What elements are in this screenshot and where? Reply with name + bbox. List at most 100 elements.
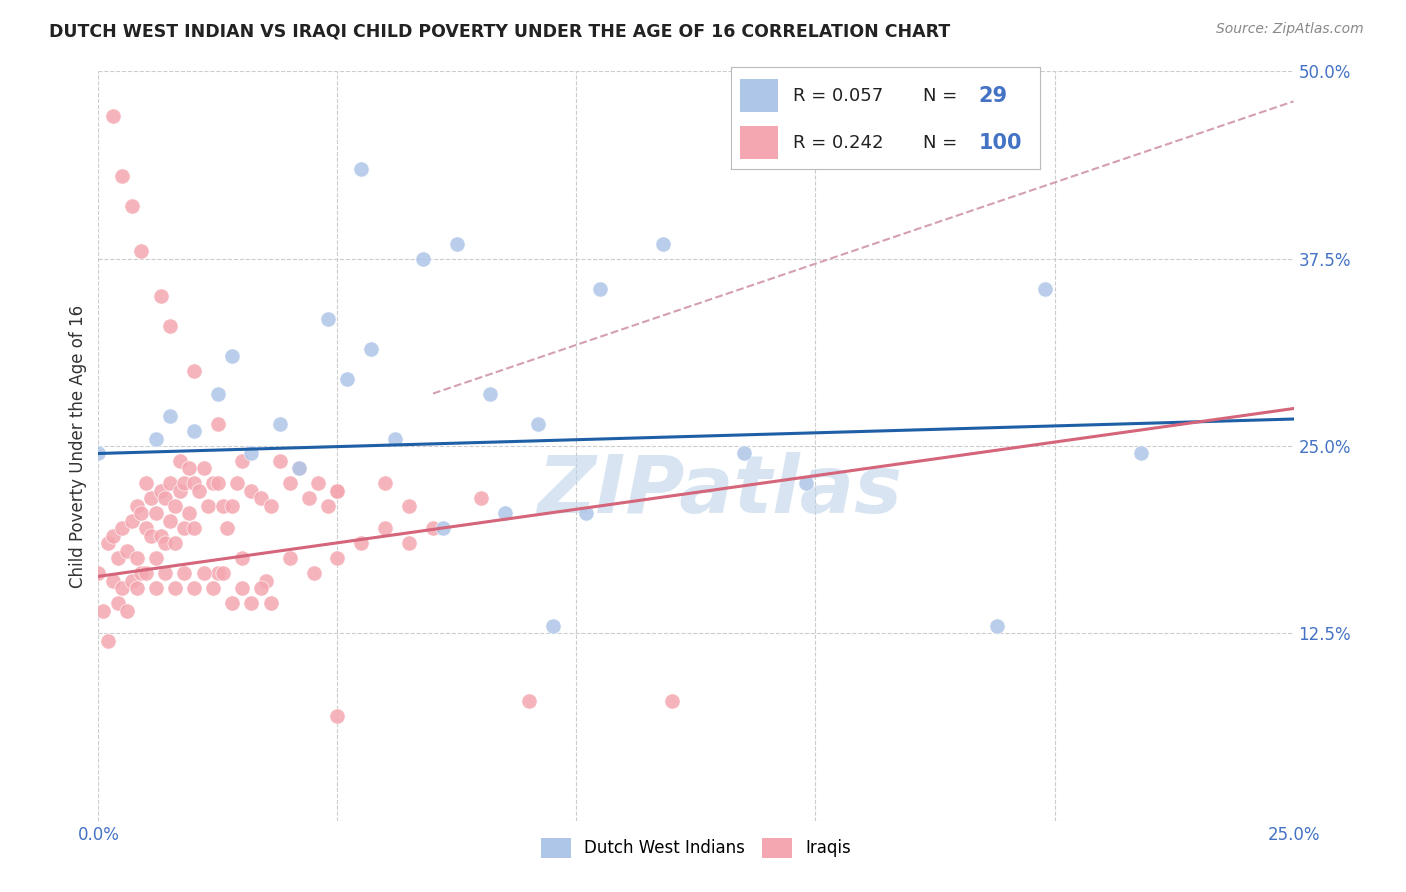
- Point: [494, 507, 516, 521]
- Point: [135, 476, 157, 491]
- Point: [149, 529, 172, 543]
- Point: [139, 529, 162, 543]
- Point: [159, 409, 181, 423]
- Legend: Dutch West Indians, Iraqis: Dutch West Indians, Iraqis: [534, 831, 858, 864]
- Bar: [741, 127, 778, 159]
- Point: [87, 566, 110, 581]
- Point: [221, 596, 243, 610]
- Point: [111, 582, 134, 596]
- Point: [107, 596, 129, 610]
- Point: [269, 417, 291, 431]
- Point: [231, 551, 253, 566]
- Point: [115, 544, 138, 558]
- Point: [149, 483, 172, 498]
- Point: [541, 619, 564, 633]
- Point: [326, 483, 349, 498]
- Point: [202, 582, 225, 596]
- Point: [193, 566, 215, 581]
- Point: [446, 236, 468, 251]
- Point: [298, 491, 321, 506]
- Point: [97, 633, 120, 648]
- Point: [179, 507, 201, 521]
- Point: [651, 236, 673, 251]
- Point: [183, 582, 205, 596]
- Point: [231, 454, 253, 468]
- Point: [374, 521, 396, 535]
- Point: [527, 417, 550, 431]
- Point: [794, 476, 817, 491]
- Point: [307, 476, 329, 491]
- Point: [336, 371, 359, 385]
- Point: [288, 461, 311, 475]
- Point: [326, 551, 349, 566]
- Point: [240, 446, 263, 460]
- Text: 100: 100: [979, 133, 1022, 153]
- Text: R = 0.242: R = 0.242: [793, 134, 883, 152]
- Point: [470, 491, 492, 506]
- Point: [207, 386, 229, 401]
- Point: [254, 574, 277, 588]
- Point: [350, 161, 373, 176]
- Point: [221, 499, 243, 513]
- Point: [173, 521, 195, 535]
- Text: N =: N =: [922, 87, 957, 104]
- Point: [145, 432, 167, 446]
- Point: [131, 566, 153, 581]
- Point: [155, 491, 177, 506]
- Y-axis label: Child Poverty Under the Age of 16: Child Poverty Under the Age of 16: [69, 304, 87, 588]
- Point: [87, 446, 110, 460]
- Point: [121, 199, 143, 213]
- Point: [412, 252, 434, 266]
- Point: [207, 417, 229, 431]
- Point: [398, 536, 420, 550]
- Point: [269, 454, 291, 468]
- Point: [131, 244, 153, 259]
- Point: [326, 708, 349, 723]
- Point: [173, 476, 195, 491]
- Point: [145, 582, 167, 596]
- Point: [125, 499, 148, 513]
- Point: [187, 483, 209, 498]
- Point: [149, 289, 172, 303]
- Point: [986, 619, 1008, 633]
- Point: [350, 536, 373, 550]
- Point: [111, 169, 134, 184]
- Point: [115, 604, 138, 618]
- Bar: [741, 79, 778, 112]
- Point: [240, 596, 263, 610]
- Point: [125, 551, 148, 566]
- Point: [125, 582, 148, 596]
- Point: [278, 551, 301, 566]
- Point: [226, 476, 249, 491]
- Point: [163, 582, 186, 596]
- Point: [575, 507, 598, 521]
- Point: [155, 566, 177, 581]
- Text: DUTCH WEST INDIAN VS IRAQI CHILD POVERTY UNDER THE AGE OF 16 CORRELATION CHART: DUTCH WEST INDIAN VS IRAQI CHILD POVERTY…: [49, 22, 950, 40]
- Point: [159, 514, 181, 528]
- Text: R = 0.057: R = 0.057: [793, 87, 883, 104]
- Text: Source: ZipAtlas.com: Source: ZipAtlas.com: [1216, 22, 1364, 37]
- Point: [207, 476, 229, 491]
- Point: [221, 349, 243, 363]
- Point: [169, 454, 191, 468]
- Point: [1129, 446, 1152, 460]
- Point: [183, 424, 205, 438]
- Point: [159, 319, 181, 334]
- Point: [240, 483, 263, 498]
- Point: [91, 604, 114, 618]
- Point: [517, 694, 540, 708]
- Point: [97, 536, 120, 550]
- Point: [211, 499, 233, 513]
- Point: [169, 483, 191, 498]
- Point: [145, 507, 167, 521]
- Point: [278, 476, 301, 491]
- Point: [193, 461, 215, 475]
- Point: [135, 566, 157, 581]
- Point: [101, 574, 124, 588]
- Point: [217, 521, 239, 535]
- Point: [1033, 282, 1056, 296]
- Point: [211, 566, 233, 581]
- Point: [589, 282, 612, 296]
- Point: [360, 342, 382, 356]
- Point: [302, 566, 325, 581]
